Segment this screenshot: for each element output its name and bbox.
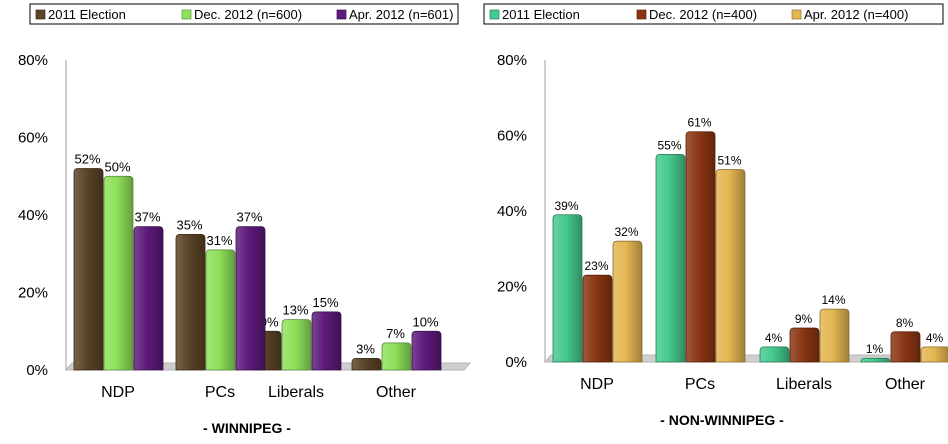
bar-winnipeg-dec-2012-n-600--ndp (103, 175, 134, 371)
y-tick-label: 20% (18, 285, 48, 302)
chart-subtitle: - NON-WINNIPEG - (660, 412, 784, 428)
y-tick-label: 60% (18, 130, 48, 147)
bar-winnipeg-apr-2012-n-601--other (411, 330, 442, 371)
data-label: 61% (687, 116, 711, 130)
legend-nonwinnipeg: 2011 Election Dec. 2012 (n=400) Apr. 2012 … (483, 3, 944, 25)
data-label: 55% (657, 138, 681, 152)
y-tick-label: 80% (18, 52, 48, 69)
bar-nonwinnipeg-2011-election-liberals (759, 346, 790, 363)
chart-subtitle: - WINNIPEG - (203, 420, 291, 436)
x-tick-label: Other (885, 376, 926, 393)
y-tick-label: 80% (497, 52, 527, 69)
y-tick-label: 0% (505, 354, 527, 371)
legend-entry: Apr. 2012 (n=400) (804, 7, 908, 22)
bar-nonwinnipeg-2011-election-pcs (655, 153, 686, 363)
legend-swatch (636, 9, 647, 20)
legend-swatch (35, 9, 46, 20)
chart-nonwinnipeg: 2011 Election Dec. 2012 (n=400) Apr. 2012 … (483, 3, 948, 428)
data-label: 37% (236, 210, 262, 225)
data-label: 13% (282, 303, 308, 318)
bar-winnipeg-apr-2012-n-601--liberals (311, 311, 342, 371)
x-tick-label: Liberals (268, 384, 324, 401)
bar-nonwinnipeg-dec-2012-n-400--liberals (789, 327, 820, 363)
data-label: 15% (312, 295, 338, 310)
legend-frame (29, 3, 459, 25)
bar-winnipeg-2011-election-pcs (175, 233, 206, 371)
data-label: 14% (821, 293, 845, 307)
legend-entry: Dec. 2012 (n=600) (194, 7, 302, 22)
data-label: 9% (795, 312, 813, 326)
data-label: 51% (717, 153, 741, 167)
y-tick-label: 20% (497, 279, 527, 296)
bar-nonwinnipeg-2011-election-ndp (552, 214, 583, 363)
data-label: 4% (765, 331, 783, 345)
bar-nonwinnipeg-apr-2012-n-400--liberals (819, 308, 850, 363)
data-label: 4% (926, 331, 944, 345)
legend-entry: Apr. 2012 (n=601) (349, 7, 453, 22)
bar-winnipeg-apr-2012-n-601--pcs (235, 226, 266, 371)
x-tick-label: Other (376, 384, 417, 401)
data-label: 7% (386, 326, 405, 341)
bar-nonwinnipeg-dec-2012-n-400--ndp (582, 274, 613, 363)
legend-winnipeg: 2011 Election Dec. 2012 (n=600) Apr. 2012 … (29, 3, 459, 25)
data-label: 3% (356, 341, 375, 356)
legend-swatch (791, 9, 802, 20)
legend-entry: 2011 Election (48, 7, 126, 22)
data-label: 8% (896, 316, 914, 330)
bar-nonwinnipeg-dec-2012-n-400--pcs (685, 131, 716, 363)
y-tick-label: 40% (497, 203, 527, 220)
data-label: 10% (412, 314, 438, 329)
data-label: 39% (554, 199, 578, 213)
legend-swatch (489, 9, 500, 20)
legend-frame (483, 3, 944, 25)
data-label: 50% (104, 159, 130, 174)
data-label: 35% (176, 217, 202, 232)
bar-nonwinnipeg-apr-2012-n-400--ndp (612, 240, 643, 363)
legend-swatch (181, 9, 192, 20)
data-label: 37% (134, 210, 160, 225)
chart-winnipeg: 2011 Election Dec. 2012 (n=600) Apr. 2012 … (18, 3, 472, 436)
bar-winnipeg-2011-election-other (351, 357, 382, 371)
y-tick-label: 60% (497, 128, 527, 145)
data-label: 23% (584, 259, 608, 273)
bar-nonwinnipeg-dec-2012-n-400--other (890, 331, 921, 363)
legend-entry: 2011 Election (502, 7, 580, 22)
x-tick-label: PCs (205, 384, 235, 401)
data-label: 31% (206, 233, 232, 248)
y-tick-label: 40% (18, 207, 48, 224)
bar-nonwinnipeg-apr-2012-n-400--other (920, 346, 948, 363)
x-tick-label: Liberals (776, 376, 832, 393)
bar-winnipeg-dec-2012-n-600--pcs (205, 249, 236, 371)
legend-entry: Dec. 2012 (n=400) (649, 7, 757, 22)
bar-nonwinnipeg-2011-election-other (860, 357, 891, 363)
y-tick-label: 0% (26, 362, 48, 379)
x-tick-label: NDP (101, 384, 135, 401)
data-label: 1% (866, 342, 884, 356)
bar-winnipeg-apr-2012-n-601--ndp (133, 226, 164, 371)
bar-winnipeg-2011-election-ndp (73, 168, 104, 371)
bar-winnipeg-dec-2012-n-600--liberals (281, 319, 312, 371)
data-label: 52% (74, 152, 100, 167)
bar-nonwinnipeg-apr-2012-n-400--pcs (715, 169, 746, 363)
bar-winnipeg-dec-2012-n-600--other (381, 342, 412, 371)
x-tick-label: NDP (580, 376, 614, 393)
data-label: 32% (614, 225, 638, 239)
x-tick-label: PCs (685, 376, 715, 393)
legend-swatch (336, 9, 347, 20)
